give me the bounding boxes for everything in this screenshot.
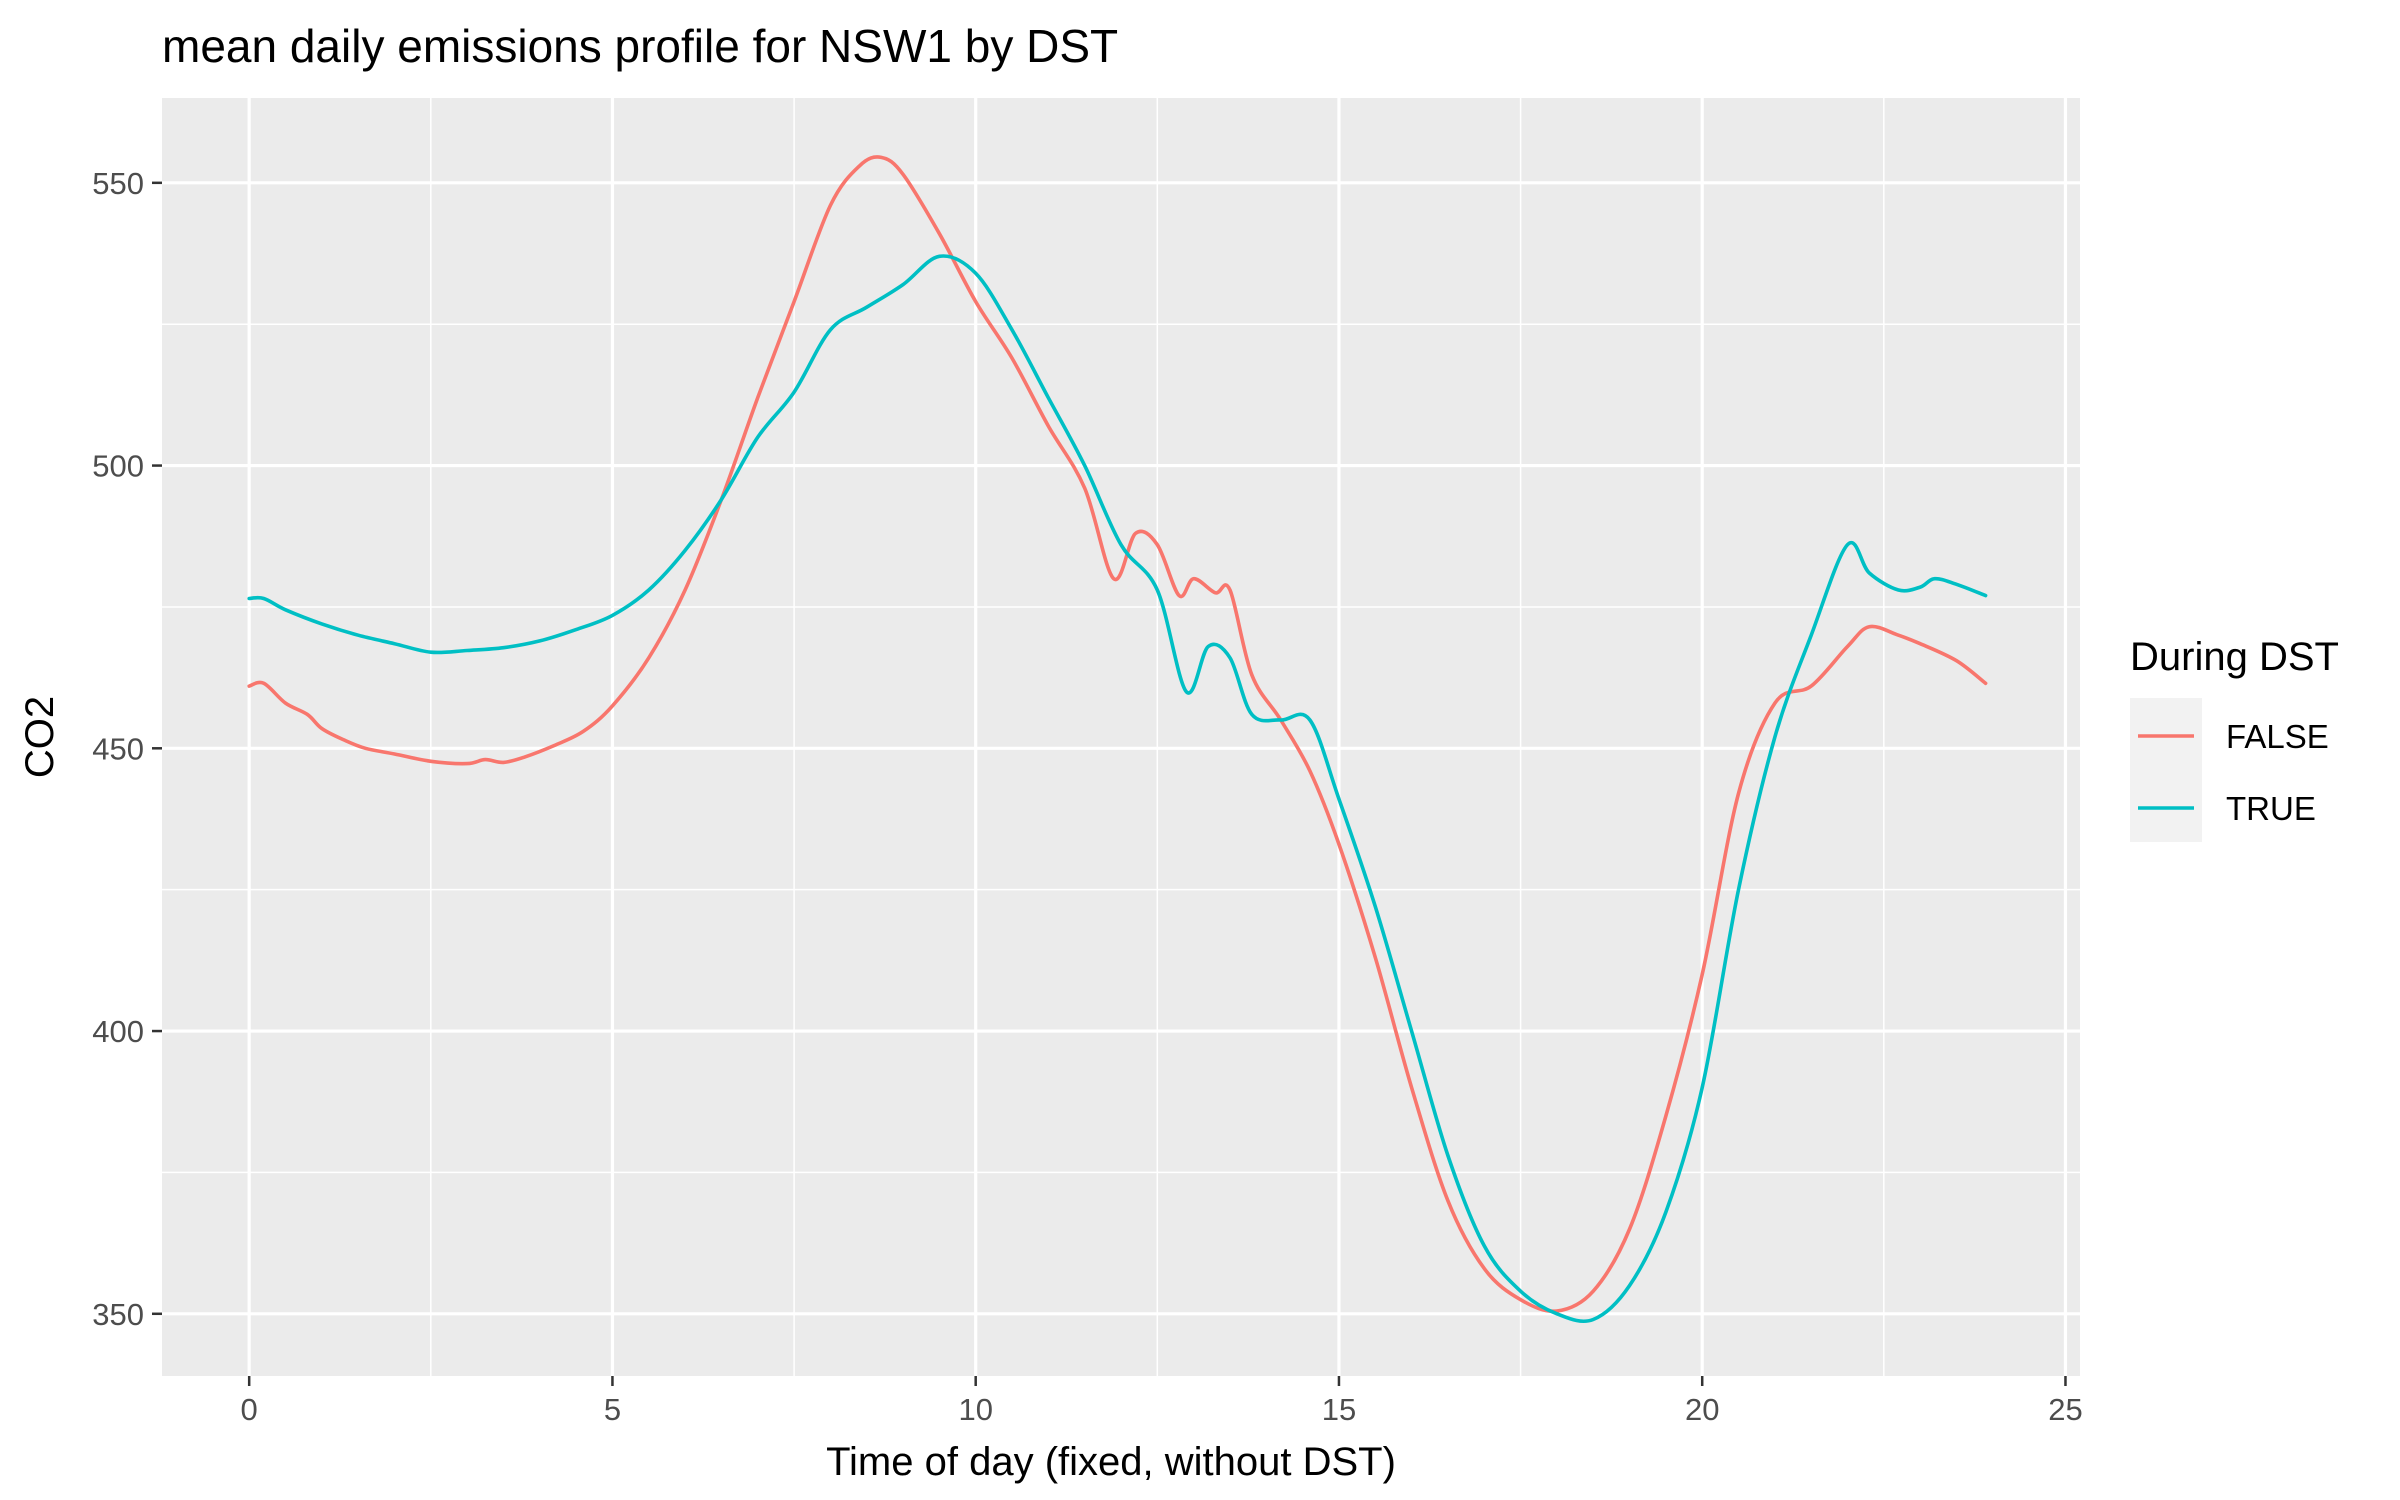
legend: During DST FALSE TRUE: [2130, 635, 2339, 842]
x-tick-label: 5: [604, 1392, 621, 1427]
x-axis: 0 5 10 15 20 25: [241, 1376, 2083, 1427]
x-tick-label: 0: [241, 1392, 258, 1427]
y-axis-title: CO2: [18, 696, 62, 778]
y-tick-label: 450: [92, 731, 144, 766]
y-tick-label: 350: [92, 1297, 144, 1332]
legend-key-background: [2130, 698, 2202, 842]
y-tick-label: 400: [92, 1014, 144, 1049]
chart-title: mean daily emissions profile for NSW1 by…: [162, 20, 1118, 72]
legend-label-true: TRUE: [2226, 790, 2316, 827]
plot-area: [162, 98, 2080, 1376]
y-tick-label: 550: [92, 166, 144, 201]
legend-label-false: FALSE: [2226, 718, 2329, 755]
x-tick-label: 20: [1685, 1392, 1719, 1427]
y-axis: 350 400 450 500 550: [92, 166, 162, 1332]
x-axis-title: Time of day (fixed, without DST): [826, 1440, 1396, 1484]
series-line-false: [247, 155, 1988, 1314]
series-line-true: [247, 254, 1988, 1324]
x-tick-label: 15: [1322, 1392, 1356, 1427]
y-tick-label: 500: [92, 449, 144, 484]
plot-background: [162, 98, 2080, 1376]
legend-title: During DST: [2130, 635, 2339, 679]
x-tick-label: 10: [958, 1392, 992, 1427]
x-tick-label: 25: [2048, 1392, 2082, 1427]
